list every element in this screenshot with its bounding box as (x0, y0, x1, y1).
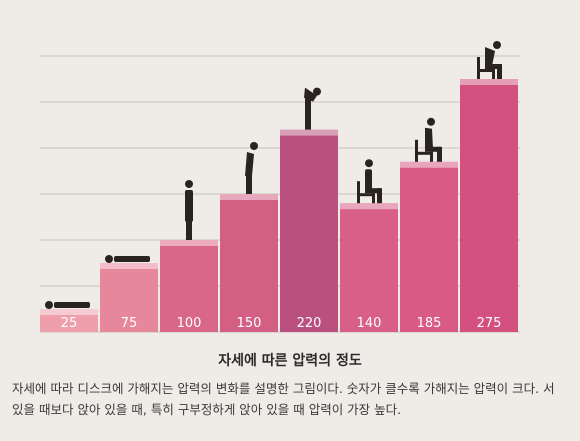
person-part (246, 174, 252, 194)
caption-title: 자세에 따른 압력의 정도 (218, 353, 362, 369)
person-part (477, 57, 480, 79)
value-label: 140 (357, 316, 382, 331)
person-part (185, 190, 193, 222)
bar-top-highlight (340, 203, 398, 210)
person-part (430, 151, 433, 162)
person-part (485, 47, 495, 66)
posture-pressure-chart: 25 75 100 150 220 140 185 275 (40, 41, 520, 333)
person-part (415, 139, 418, 162)
bar-sitting-hunched (460, 79, 518, 332)
person-part (186, 220, 192, 240)
person-part (357, 193, 375, 197)
person-part (425, 127, 433, 149)
person-part (250, 142, 258, 150)
person-part (185, 180, 193, 188)
person-part (372, 193, 375, 204)
person-part (114, 256, 150, 262)
lying-person-icon (105, 255, 150, 263)
bar-top-highlight (40, 309, 98, 315)
bar-top-highlight (160, 240, 218, 246)
value-label: 75 (121, 316, 138, 331)
person-part (427, 117, 435, 126)
standing-person-icon (185, 180, 193, 240)
person-part (45, 301, 53, 309)
person-part (105, 255, 113, 263)
value-label: 220 (297, 316, 322, 331)
person-part (305, 97, 311, 130)
person-part (365, 169, 372, 192)
person-part (365, 188, 381, 194)
bar-standing-lean-slight (220, 194, 278, 332)
caption-body: 자세에 따라 디스크에 가해지는 압력의 변화를 설명한 그림이다. 숫자가 클… (12, 381, 555, 417)
person-part (437, 146, 442, 162)
value-label: 25 (61, 316, 78, 331)
bar-top-highlight (400, 161, 458, 168)
bar-top-highlight (460, 79, 518, 85)
person-part (493, 41, 501, 49)
person-part (492, 69, 495, 79)
value-label: 275 (477, 316, 502, 331)
person-part (357, 181, 360, 204)
person-part (54, 302, 90, 308)
person-part (245, 152, 254, 176)
value-label: 100 (177, 316, 202, 331)
bar-standing-bent (280, 129, 338, 332)
bar-sitting-upright (340, 203, 398, 332)
posture-icons (45, 41, 502, 309)
value-label: 150 (237, 316, 262, 331)
seated-leaning-person-icon (415, 117, 442, 162)
person-part (477, 69, 495, 72)
bars (40, 79, 518, 332)
bar-standing (160, 240, 218, 332)
bar-lying-flat (40, 309, 98, 332)
value-labels: 25 75 100 150 220 140 185 275 (61, 316, 502, 331)
leaning-person-icon (245, 142, 258, 194)
bent-person-icon (304, 87, 321, 130)
bar-top-highlight (100, 263, 158, 269)
bar-top-highlight (220, 194, 278, 200)
person-part (497, 64, 502, 79)
lying-person-icon (45, 301, 90, 309)
value-label: 185 (417, 316, 442, 331)
person-part (377, 188, 382, 204)
person-part (415, 151, 433, 155)
person-part (425, 146, 441, 152)
bar-lying-side (100, 263, 158, 332)
seated-person-icon (357, 159, 382, 204)
person-part (365, 159, 373, 168)
person-part (313, 87, 321, 96)
hunched-seated-person-icon (477, 41, 502, 79)
bar-sitting-lean (400, 161, 458, 332)
bar-top-highlight (280, 129, 338, 136)
person-part (485, 64, 501, 69)
